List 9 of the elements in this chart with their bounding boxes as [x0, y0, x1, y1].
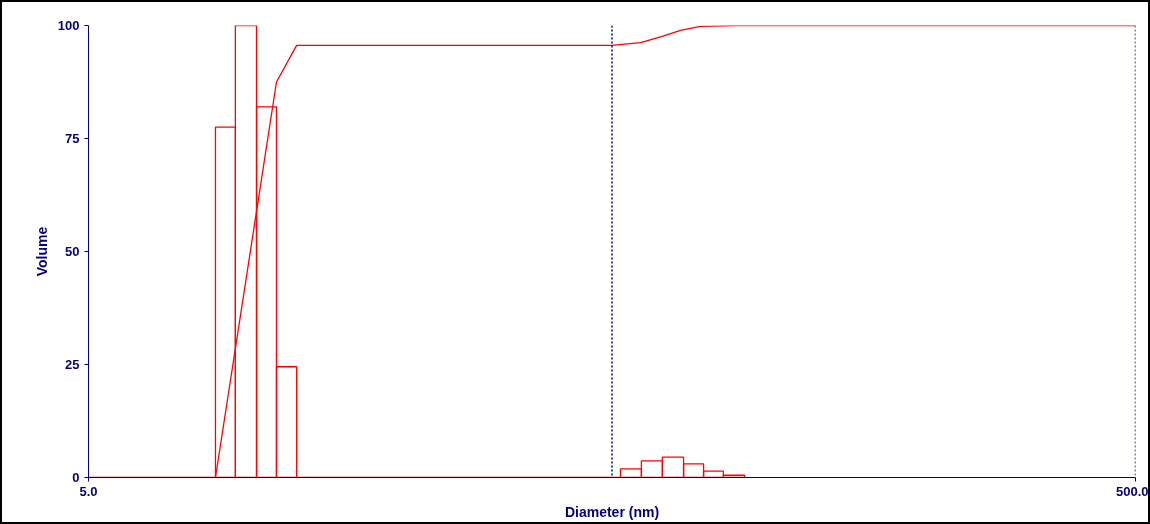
y-tick-label: 25 — [65, 357, 80, 372]
x-tick-label: 5.0 — [79, 483, 98, 499]
y-axis-title: Volume — [33, 226, 50, 277]
y-tick-label: 100 — [57, 18, 80, 33]
y-tick-label: 0 — [72, 470, 80, 485]
y-tick-label: 50 — [65, 244, 80, 259]
x-axis-title: Diameter (nm) — [564, 503, 660, 520]
x-tick-label: 500.0 — [1115, 483, 1149, 499]
y-tick-label: 75 — [65, 131, 80, 146]
